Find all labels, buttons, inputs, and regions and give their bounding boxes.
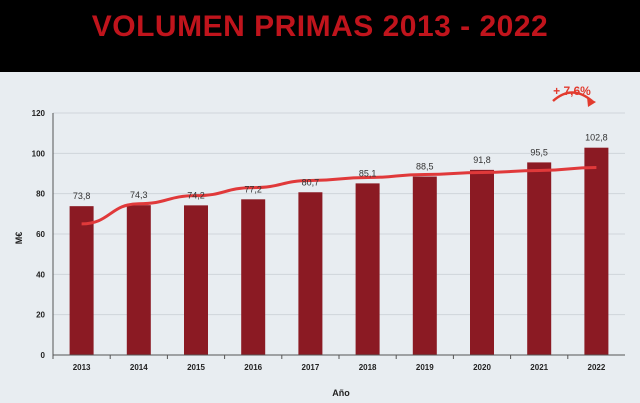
bar-2018 <box>355 183 380 355</box>
bar-2016 <box>241 199 266 355</box>
y-tick-label: 120 <box>32 109 46 118</box>
data-label: 80,7 <box>302 177 320 187</box>
chart-title: VOLUMEN PRIMAS 2013 - 2022 <box>91 10 549 43</box>
data-label: 77,2 <box>244 184 262 194</box>
bar-2019 <box>412 176 437 355</box>
x-tick-label: 2020 <box>473 363 491 372</box>
x-tick-label: 2016 <box>244 363 262 372</box>
bar-2014 <box>126 205 151 355</box>
y-tick-label: 0 <box>41 351 46 360</box>
x-tick-label: 2019 <box>416 363 434 372</box>
x-tick-label: 2015 <box>187 363 205 372</box>
data-label: 91,8 <box>473 155 491 165</box>
data-label: 95,5 <box>530 147 548 157</box>
bar-2015 <box>184 205 208 355</box>
x-tick-label: 2021 <box>530 363 548 372</box>
y-tick-label: 100 <box>32 149 46 158</box>
x-tick-label: 2018 <box>359 363 377 372</box>
data-label: 73,8 <box>73 191 91 201</box>
y-tick-label: 20 <box>36 311 45 320</box>
data-label: 88,5 <box>416 162 434 172</box>
y-tick-label: 80 <box>36 190 45 199</box>
y-tick-label: 40 <box>36 270 45 279</box>
y-axis-label: M€ <box>14 232 24 245</box>
x-tick-label: 2022 <box>588 363 606 372</box>
x-tick-label: 2014 <box>130 363 148 372</box>
bar-2021 <box>527 162 552 355</box>
bar-2017 <box>298 192 323 355</box>
x-tick-label: 2017 <box>302 363 320 372</box>
bar-2013 <box>69 206 94 355</box>
data-label: 74,3 <box>130 190 148 200</box>
arrow-head-icon <box>587 97 596 107</box>
trend-line <box>81 165 597 226</box>
data-label: 74,2 <box>187 190 205 200</box>
bar-2022 <box>584 147 609 355</box>
bar-2020 <box>470 169 494 355</box>
data-label: 85,1 <box>359 168 377 178</box>
x-tick-label: 2013 <box>73 363 91 372</box>
x-axis-label: Año <box>332 388 350 398</box>
y-tick-label: 60 <box>36 230 45 239</box>
data-label: 102,8 <box>585 133 608 143</box>
